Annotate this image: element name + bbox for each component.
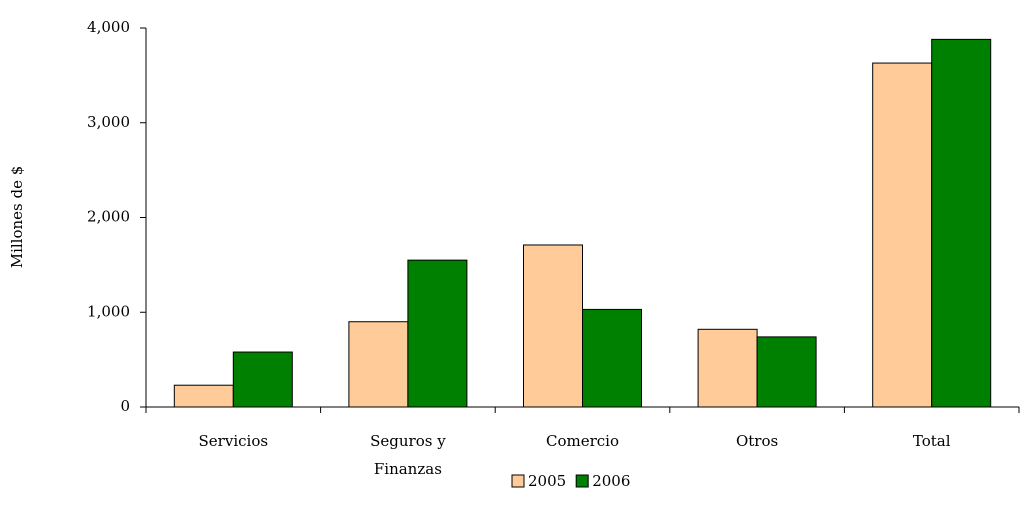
- x-tick-label: Servicios: [198, 432, 269, 450]
- x-tick-label: Seguros y Finanzas: [370, 432, 446, 478]
- x-tick-label: Otros: [735, 432, 779, 450]
- bar: [232, 351, 293, 408]
- bar: [523, 244, 583, 408]
- y-tick-label: 1,000: [87, 302, 130, 320]
- bar: [931, 38, 992, 408]
- legend-label: 2005: [528, 472, 566, 490]
- bar: [173, 384, 234, 408]
- bar: [872, 62, 933, 408]
- y-axis-label: Millones de $: [8, 166, 26, 269]
- bar: [582, 308, 642, 408]
- legend-swatch: [575, 474, 589, 488]
- bar: [348, 321, 409, 408]
- bar: [407, 259, 468, 408]
- x-tick-label: Total: [912, 432, 951, 450]
- y-tick-label: 2,000: [87, 208, 130, 226]
- bar: [756, 336, 817, 408]
- y-tick-label: 4,000: [87, 18, 130, 36]
- y-tick-label: 3,000: [87, 113, 130, 131]
- x-tick-label: Comercio: [545, 432, 619, 450]
- bar: [697, 328, 758, 408]
- legend-swatch: [511, 474, 525, 488]
- legend-label: 2006: [592, 472, 630, 490]
- y-tick-label: 0: [120, 397, 130, 415]
